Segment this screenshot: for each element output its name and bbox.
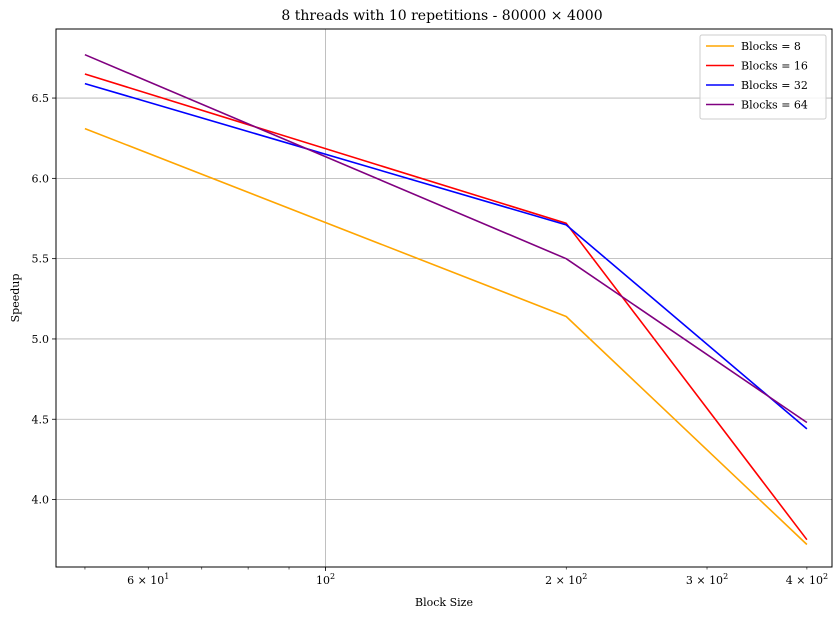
legend-label: Blocks = 16 [741,60,808,73]
legend-label: Blocks = 64 [741,99,808,112]
x-tick-label: 102 [316,572,335,587]
legend-box [699,34,827,120]
series-line-3 [84,82,808,430]
y-tick-label: 4.0 [32,494,50,507]
series-lines [84,53,808,546]
y-tick-label: 6.0 [32,172,50,185]
series-line-4 [84,53,808,424]
x-axis: 6 × 101 102 2 × 102 3 × 102 4 × 102 [127,567,828,587]
y-tick-label: 5.0 [32,333,50,346]
x-tick-label: 2 × 102 [545,572,587,587]
chart-title: 8 threads with 10 repetitions - 80000 × … [281,8,602,24]
legend: Blocks = 8 Blocks = 16 Blocks = 32 Blocks =… [699,34,827,120]
legend-label: Blocks = 8 [741,40,801,53]
y-tick-label: 5.5 [32,253,50,266]
y-tick-label: 4.5 [32,413,50,426]
y-tick-label: 6.5 [32,92,50,105]
x-axis-label: Block Size [415,596,473,609]
y-axis-label: Speedup [9,274,22,323]
x-tick-label: 6 × 101 [127,572,169,587]
plot-frame [55,28,833,568]
series-line-1 [84,127,808,546]
x-tick-label: 4 × 102 [786,572,828,587]
series-line-2 [84,73,808,541]
legend-label: Blocks = 32 [741,79,808,92]
x-tick-label: 3 × 102 [686,572,728,587]
y-axis: 4.0 4.5 5.0 5.5 6.0 6.5 [32,92,56,507]
